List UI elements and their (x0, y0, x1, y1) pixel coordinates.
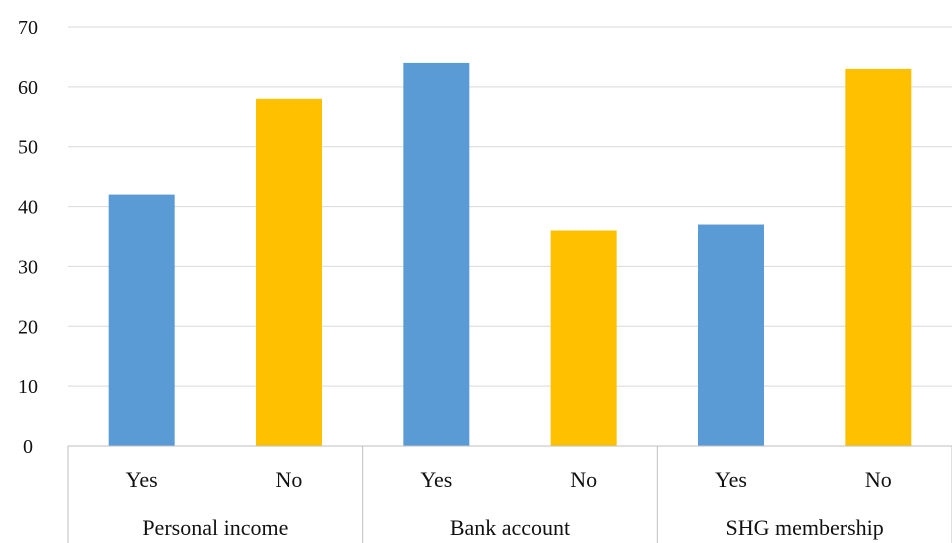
y-tick-label: 60 (18, 77, 38, 99)
bar-no (845, 68, 912, 447)
bar-yes (698, 224, 764, 446)
x-tick-label: Yes (126, 467, 158, 492)
bars (108, 62, 912, 447)
x-tick-label: No (276, 467, 303, 492)
gridlines (68, 26, 952, 387)
y-axis-ticks: 0 10 20 30 40 50 60 70 (18, 17, 38, 458)
x-tick-label: Yes (715, 467, 747, 492)
bar-yes (403, 62, 470, 447)
x-tick-label: Yes (420, 467, 452, 492)
x-group-label: Personal income (142, 515, 288, 540)
y-tick-label: 30 (18, 256, 38, 278)
x-group-label: SHG membership (726, 515, 884, 540)
y-tick-label: 70 (18, 17, 38, 39)
y-tick-label: 20 (18, 316, 38, 338)
y-tick-label: 0 (23, 436, 33, 458)
bar-no (550, 230, 617, 446)
y-tick-label: 50 (18, 137, 38, 159)
y-tick-label: 40 (18, 197, 38, 219)
y-tick-label: 10 (18, 376, 38, 398)
x-tick-label: No (865, 467, 892, 492)
bar-yes (108, 194, 175, 446)
x-tick-label: No (570, 467, 597, 492)
x-group-label: Bank account (450, 515, 570, 540)
bar-no (256, 98, 322, 446)
